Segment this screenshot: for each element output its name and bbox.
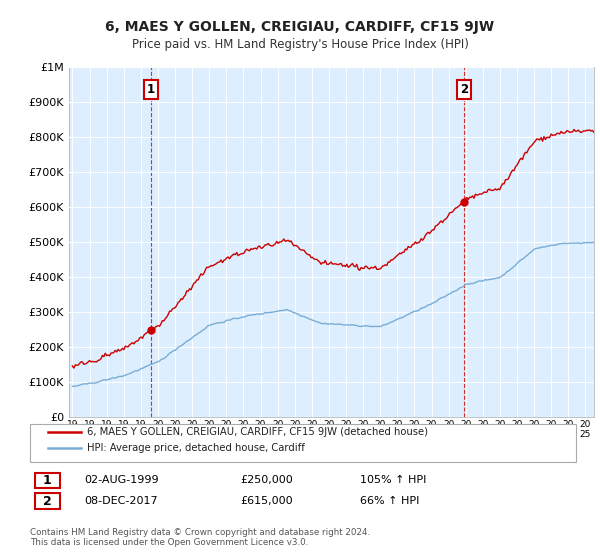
Text: 1: 1	[43, 474, 52, 487]
Text: £250,000: £250,000	[240, 475, 293, 486]
Text: 2: 2	[460, 83, 469, 96]
Text: Contains HM Land Registry data © Crown copyright and database right 2024.
This d: Contains HM Land Registry data © Crown c…	[30, 528, 370, 547]
Text: 66% ↑ HPI: 66% ↑ HPI	[360, 496, 419, 506]
Text: 1: 1	[146, 83, 155, 96]
Text: 6, MAES Y GOLLEN, CREIGIAU, CARDIFF, CF15 9JW: 6, MAES Y GOLLEN, CREIGIAU, CARDIFF, CF1…	[106, 20, 494, 34]
Text: £615,000: £615,000	[240, 496, 293, 506]
Text: 08-DEC-2017: 08-DEC-2017	[84, 496, 158, 506]
Text: 2: 2	[43, 494, 52, 508]
Text: 02-AUG-1999: 02-AUG-1999	[84, 475, 158, 486]
Text: HPI: Average price, detached house, Cardiff: HPI: Average price, detached house, Card…	[87, 443, 305, 453]
Text: 6, MAES Y GOLLEN, CREIGIAU, CARDIFF, CF15 9JW (detached house): 6, MAES Y GOLLEN, CREIGIAU, CARDIFF, CF1…	[87, 427, 428, 437]
Text: Price paid vs. HM Land Registry's House Price Index (HPI): Price paid vs. HM Land Registry's House …	[131, 38, 469, 50]
Text: 105% ↑ HPI: 105% ↑ HPI	[360, 475, 427, 486]
